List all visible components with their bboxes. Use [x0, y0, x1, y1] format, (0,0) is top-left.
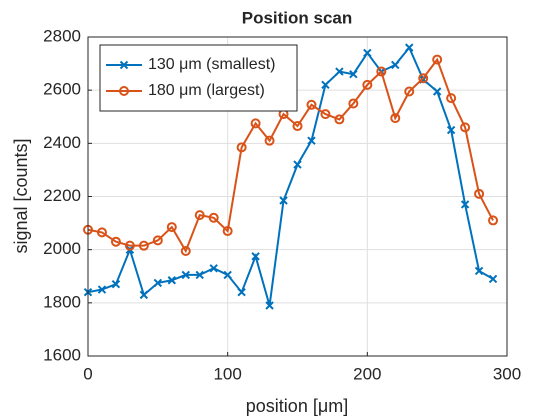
- y-tick-label: 2000: [43, 239, 81, 258]
- marker: [250, 118, 261, 129]
- marker: [362, 79, 373, 90]
- y-tick-label: 2400: [43, 133, 81, 152]
- y-tick-label: 2600: [43, 80, 81, 99]
- marker: [404, 86, 415, 97]
- marker: [167, 276, 177, 285]
- marker: [320, 109, 331, 120]
- x-tick-label: 100: [213, 364, 241, 383]
- y-tick-label: 1800: [43, 292, 81, 311]
- marker: [236, 142, 247, 153]
- y-tick-label: 2200: [43, 186, 81, 205]
- marker: [348, 98, 359, 109]
- marker: [390, 113, 401, 124]
- marker: [446, 125, 456, 135]
- marker: [460, 200, 470, 209]
- marker: [307, 136, 316, 145]
- marker: [111, 280, 121, 289]
- marker: [474, 266, 484, 276]
- legend-box: [99, 44, 298, 112]
- legend-label: 180 μm (largest): [148, 82, 265, 99]
- y-tick-label: 2800: [43, 26, 81, 45]
- marker: [119, 60, 129, 70]
- marker: [110, 236, 121, 247]
- axes-box: [87, 36, 508, 357]
- marker: [306, 99, 317, 110]
- marker: [124, 240, 135, 251]
- marker: [139, 290, 149, 300]
- marker: [138, 240, 149, 251]
- marker: [391, 60, 400, 70]
- chart-title: Position scan: [242, 8, 353, 27]
- marker: [321, 80, 330, 90]
- marker: [293, 160, 302, 169]
- x-axis-label: position [μm]: [246, 396, 348, 416]
- marker: [195, 270, 204, 280]
- marker: [251, 252, 260, 261]
- x-tick-label: 200: [353, 364, 381, 383]
- x-tick-label: 300: [493, 364, 521, 383]
- plot: [83, 43, 499, 310]
- legend: 130 μm (smallest) 180 μm (largest): [99, 44, 298, 112]
- marker: [334, 114, 345, 125]
- marker: [222, 226, 233, 237]
- marker: [446, 93, 457, 104]
- marker: [264, 135, 275, 146]
- marker: [460, 122, 471, 133]
- marker: [488, 274, 498, 284]
- marker: [194, 210, 205, 221]
- marker: [432, 54, 443, 65]
- x-tick-label: 0: [83, 364, 92, 383]
- marker: [96, 227, 107, 238]
- marker: [405, 43, 414, 52]
- y-tick-label: 1600: [43, 345, 81, 364]
- marker: [119, 86, 129, 96]
- legend-label: 130 μm (smallest): [148, 56, 275, 73]
- marker: [432, 87, 442, 96]
- marker: [153, 278, 163, 288]
- marker: [209, 264, 218, 273]
- marker: [418, 73, 429, 84]
- y-axis-label: signal [counts]: [11, 138, 31, 253]
- marker: [335, 67, 344, 76]
- marker: [265, 301, 274, 310]
- marker: [97, 285, 107, 294]
- marker: [376, 66, 387, 77]
- marker: [180, 245, 191, 256]
- marker: [279, 196, 288, 205]
- marker: [166, 222, 177, 233]
- marker: [181, 270, 190, 280]
- marker: [223, 270, 232, 280]
- marker: [208, 212, 219, 223]
- marker: [237, 287, 246, 297]
- marker: [363, 48, 372, 58]
- marker: [474, 188, 485, 199]
- marker: [292, 121, 303, 132]
- marker: [152, 235, 163, 246]
- marker: [488, 215, 499, 226]
- marker: [349, 70, 358, 79]
